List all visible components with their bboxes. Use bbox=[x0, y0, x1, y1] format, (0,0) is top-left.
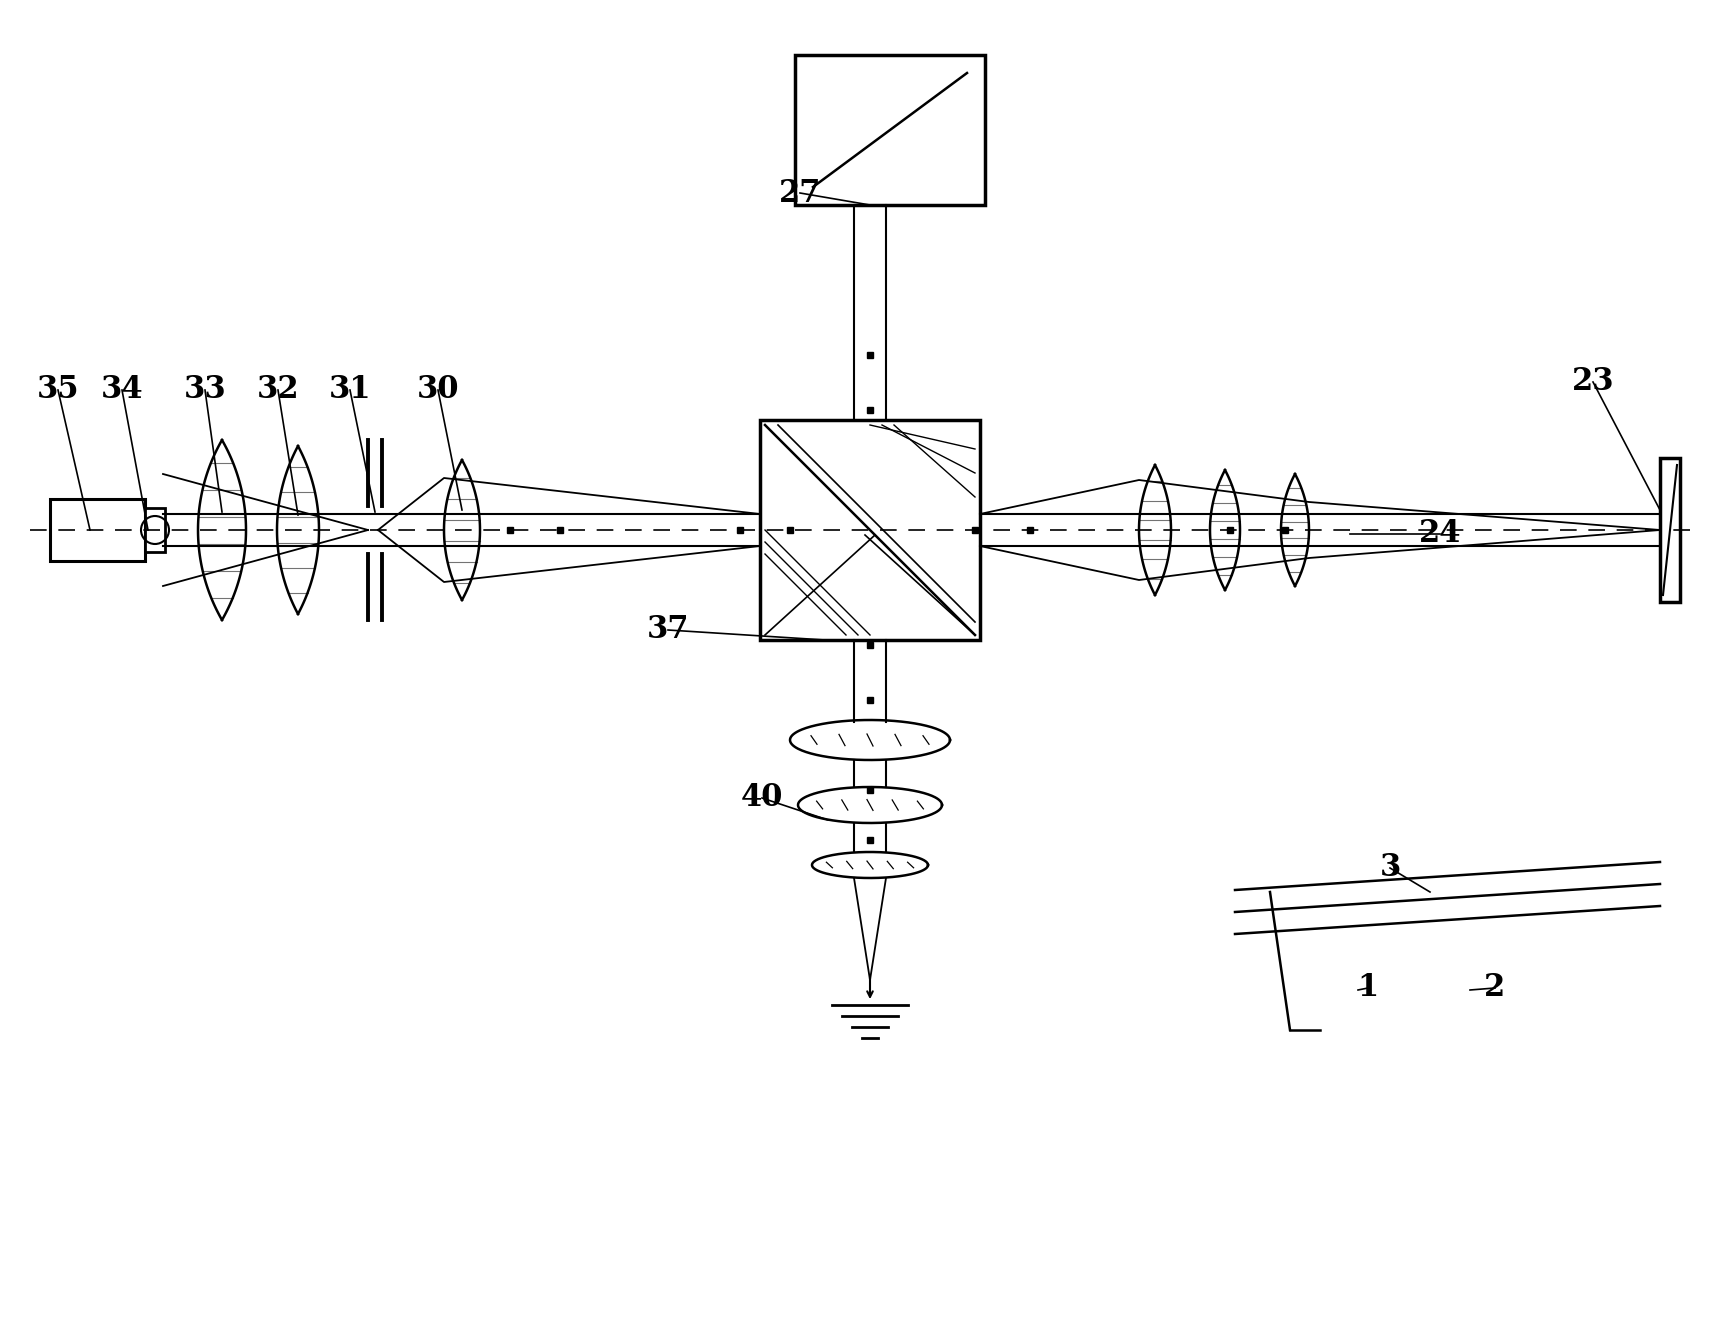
Text: 2: 2 bbox=[1485, 972, 1506, 1004]
Text: 40: 40 bbox=[740, 782, 783, 814]
Bar bbox=[145, 508, 166, 551]
Text: 33: 33 bbox=[183, 375, 226, 405]
Bar bbox=[761, 419, 980, 640]
Text: 1: 1 bbox=[1358, 972, 1378, 1004]
Text: 27: 27 bbox=[778, 178, 821, 208]
Text: 3: 3 bbox=[1380, 852, 1401, 884]
Text: 34: 34 bbox=[100, 375, 143, 405]
Text: 31: 31 bbox=[329, 375, 371, 405]
Bar bbox=[1659, 458, 1680, 601]
Text: 32: 32 bbox=[257, 375, 300, 405]
Text: 35: 35 bbox=[36, 375, 79, 405]
Text: 37: 37 bbox=[647, 615, 690, 645]
Bar bbox=[50, 499, 145, 561]
Text: 30: 30 bbox=[417, 375, 459, 405]
Bar bbox=[795, 55, 985, 204]
Text: 24: 24 bbox=[1418, 518, 1461, 550]
Text: 23: 23 bbox=[1571, 367, 1615, 397]
